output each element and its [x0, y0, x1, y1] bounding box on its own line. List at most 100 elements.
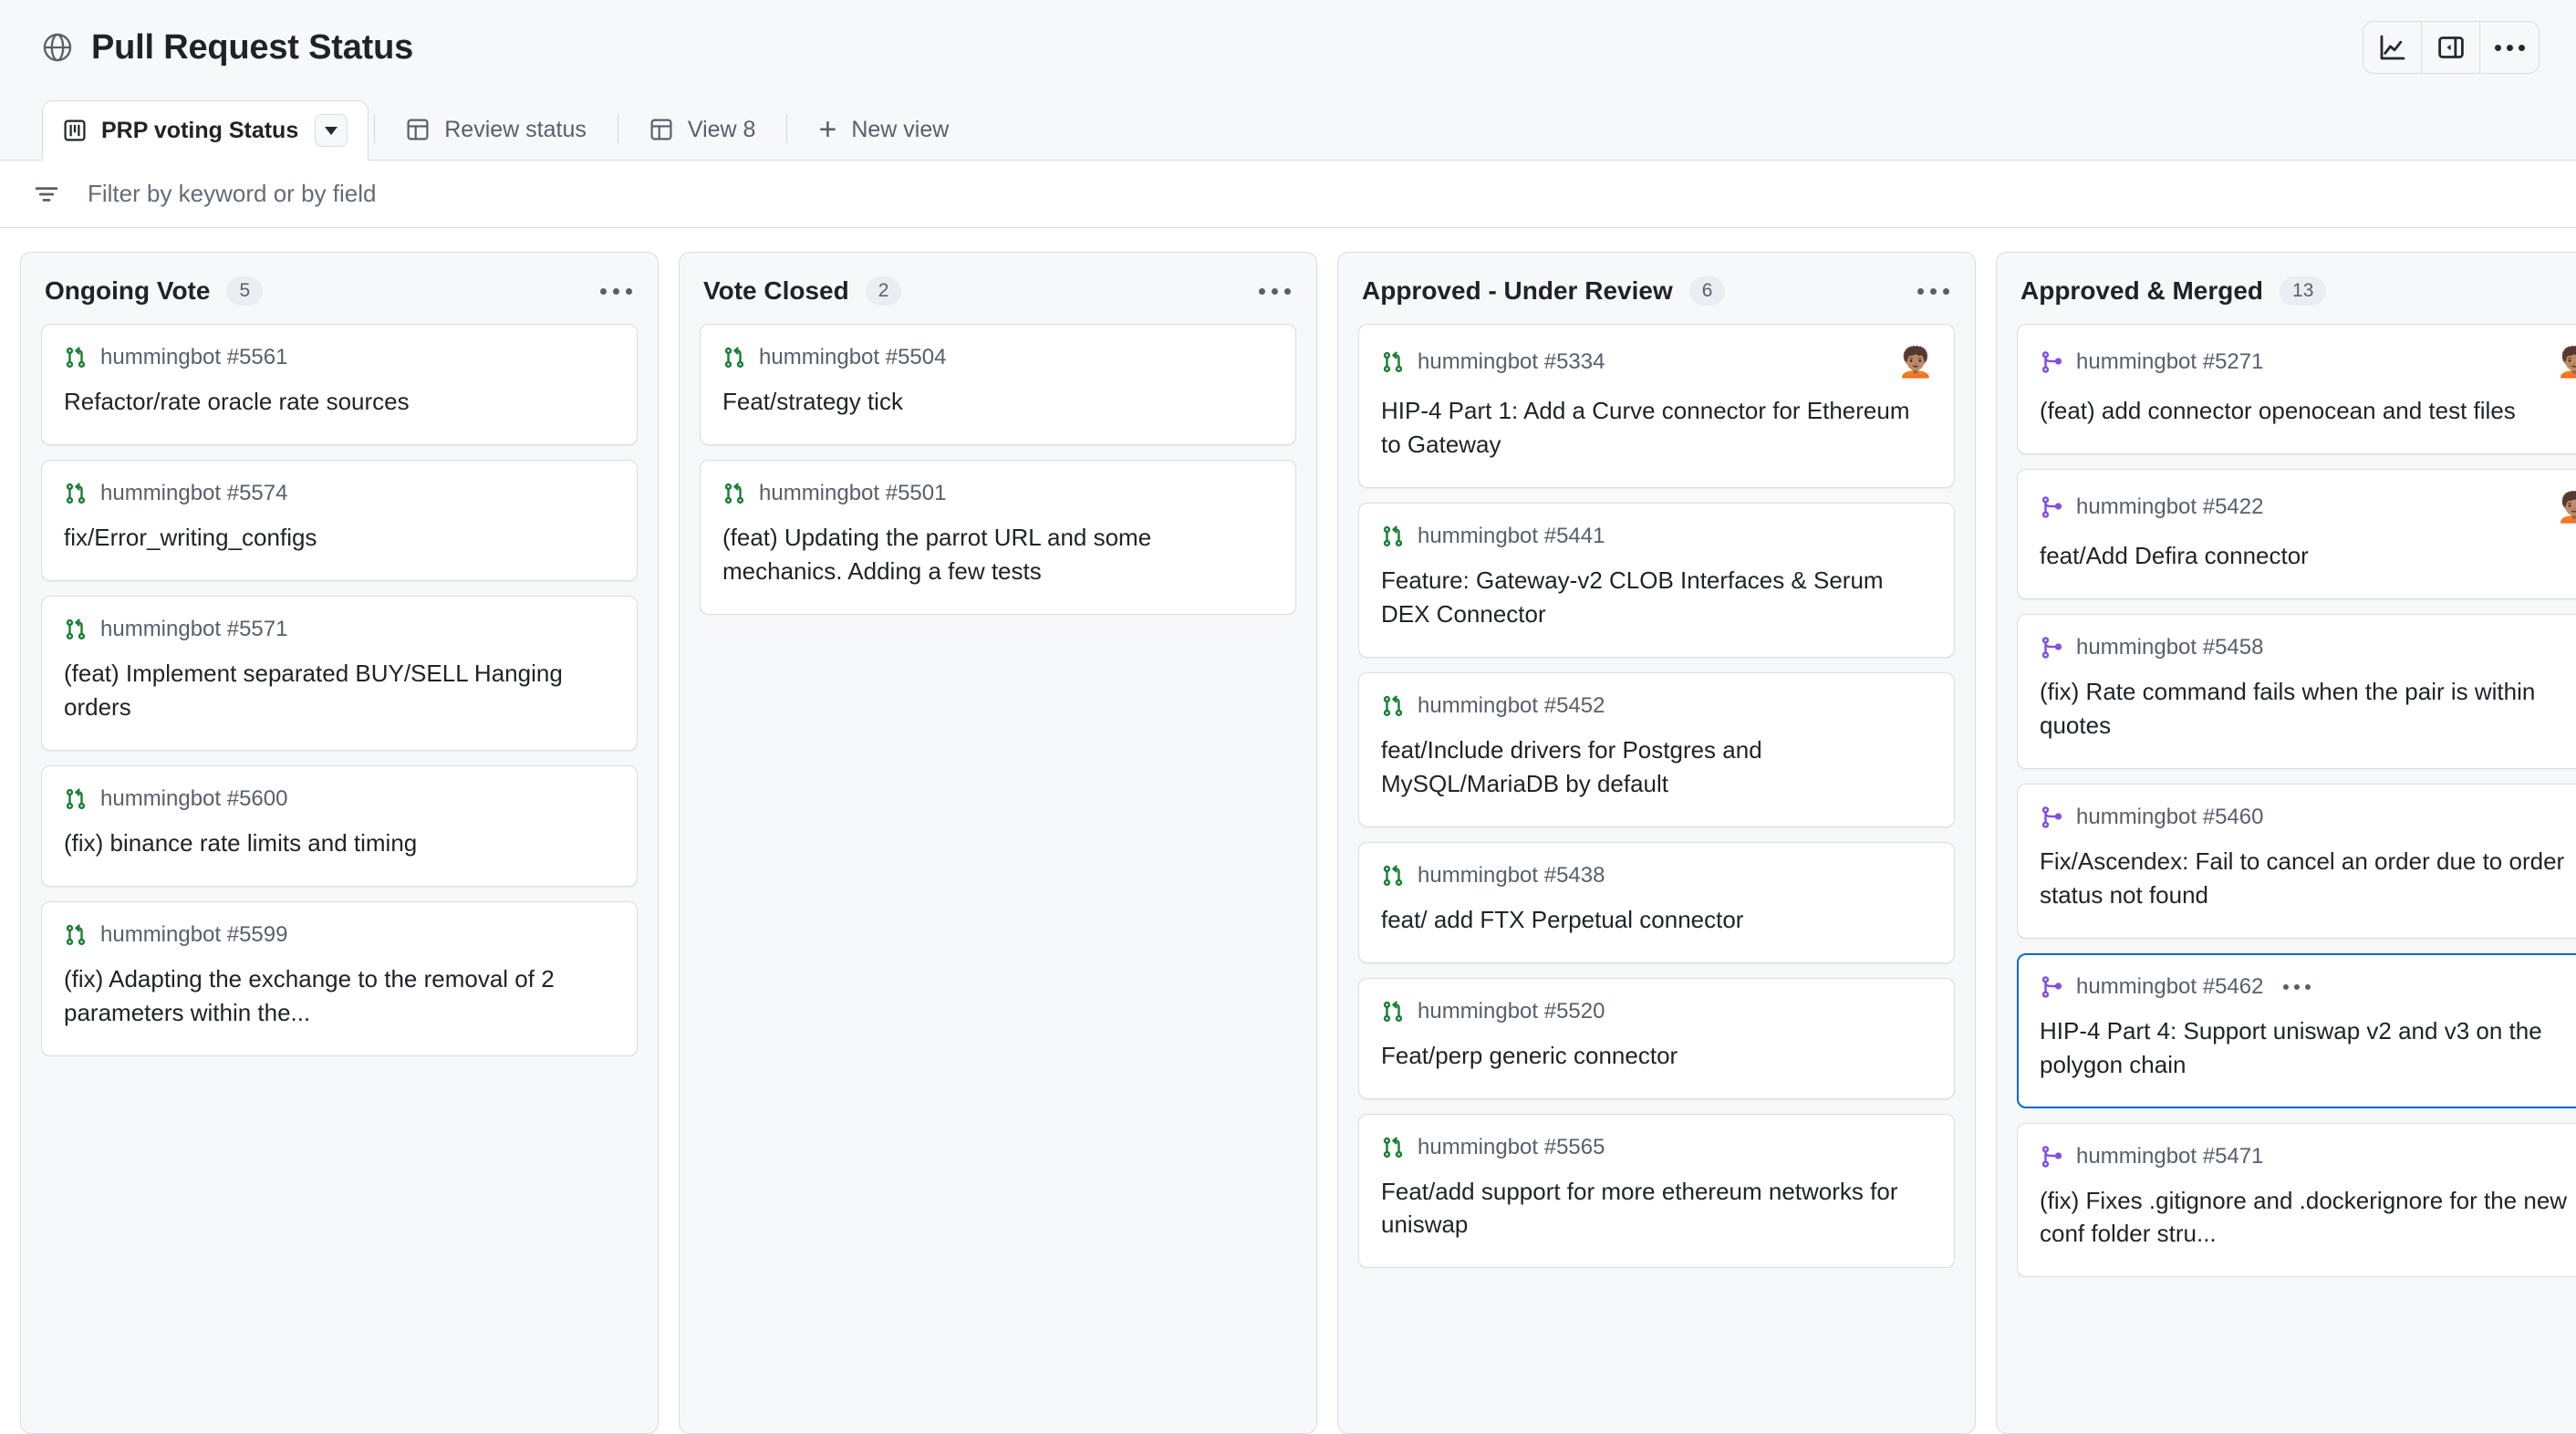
board-card[interactable]: hummingbot #5452 feat/Include drivers for… — [1358, 671, 1955, 827]
column-header: Approved - Under Review 6 — [1358, 271, 1955, 324]
card-title: Feature: Gateway-v2 CLOB Interfaces & Se… — [1381, 566, 1884, 628]
board-card[interactable]: hummingbot #5271 🧑🏽‍🦱 (feat) add connector… — [2017, 324, 2576, 455]
card-meta: hummingbot #5458 — [2040, 635, 2576, 660]
board-card[interactable]: hummingbot #5501 (feat) Updating the parr… — [700, 460, 1296, 615]
side-panel-icon — [2437, 34, 2465, 61]
board-card[interactable]: hummingbot #5438 feat/ add FTX Perpetual … — [1358, 841, 1955, 963]
git-pull-request-icon — [722, 346, 746, 369]
card-title: (feat) add connector openocean and test … — [2040, 397, 2516, 425]
project-board-icon — [63, 119, 87, 142]
chevron-down-icon — [325, 126, 338, 135]
card-title: (fix) Adapting the exchange to the remov… — [64, 964, 555, 1026]
board-card[interactable]: hummingbot #5520 Feat/perp generic connec… — [1358, 977, 1955, 1099]
top-bar: Pull Request Status — [0, 0, 2576, 95]
insights-button[interactable] — [2363, 22, 2422, 73]
git-pull-request-icon — [1381, 694, 1405, 718]
git-pull-request-icon — [1381, 1000, 1405, 1024]
card-meta: hummingbot #5504 — [722, 345, 1273, 370]
card-repo-ref: hummingbot #5565 — [1418, 1134, 1605, 1159]
card-title: HIP-4 Part 4: Support uniswap v2 and v3 … — [2040, 1016, 2542, 1078]
column-count-badge: 13 — [2280, 276, 2327, 307]
card-repo-ref: hummingbot #5520 — [1418, 998, 1605, 1024]
board-card[interactable]: hummingbot #5571 (feat) Implement separat… — [41, 596, 638, 751]
line-chart-icon — [2379, 34, 2406, 61]
column-card-list: hummingbot #5271 🧑🏽‍🦱 (feat) add connector… — [2017, 324, 2576, 1278]
card-repo-ref: hummingbot #5571 — [100, 617, 288, 642]
tab-review-status[interactable]: Review status — [380, 99, 612, 160]
column-header: Approved & Merged 13 — [2017, 271, 2576, 324]
card-meta: hummingbot #5438 — [1381, 863, 1932, 888]
avatar: 🧑🏽‍🦱 — [2556, 345, 2576, 379]
card-title: feat/Include drivers for Postgres and My… — [1381, 735, 1762, 797]
board-card[interactable]: hummingbot #5471 (fix) Fixes .gitignore a… — [2017, 1122, 2576, 1278]
tab-prp-voting-status[interactable]: PRP voting Status — [42, 100, 369, 161]
card-repo-ref: hummingbot #5501 — [759, 481, 947, 506]
card-meta: hummingbot #5571 — [64, 617, 615, 642]
board-card[interactable]: hummingbot #5460 Fix/Ascendex: Fail to ca… — [2017, 783, 2576, 939]
column-menu-button[interactable] — [1916, 283, 1951, 300]
board-card[interactable]: hummingbot #5334 🧑🏽‍🦱 HIP-4 Part 1: Add a … — [1358, 324, 1955, 489]
tab-view-8[interactable]: View 8 — [624, 99, 782, 160]
board-card[interactable]: hummingbot #5600 (fix) binance rate limit… — [41, 764, 638, 887]
card-repo-ref: hummingbot #5561 — [100, 345, 288, 370]
tab-label: PRP voting Status — [101, 117, 299, 143]
board-column: Ongoing Vote 5 hummingbot #5561 Refactor/ra… — [20, 252, 659, 1434]
tab-label: View 8 — [687, 116, 756, 142]
board-card[interactable]: hummingbot #5574 fix/Error_writing_config… — [41, 460, 638, 582]
board-card[interactable]: hummingbot #5462 HIP-4 Part 4: Support un… — [2017, 952, 2576, 1108]
card-repo-ref: hummingbot #5438 — [1418, 862, 1605, 888]
filter-input[interactable] — [88, 180, 909, 208]
board-card[interactable]: hummingbot #5561 Refactor/rate oracle rat… — [41, 324, 638, 446]
board-column: Approved & Merged 13 hummingbot #5271 🧑🏽‍🦱 (… — [1996, 252, 2576, 1434]
git-merge-icon — [2040, 636, 2063, 660]
card-title: (feat) Updating the parrot URL and some … — [722, 524, 1152, 586]
card-title: Feat/strategy tick — [722, 388, 903, 416]
card-title: (fix) binance rate limits and timing — [64, 828, 418, 857]
top-bar-button-group — [2363, 21, 2540, 74]
column-card-list: hummingbot #5504 Feat/strategy tick hummin… — [700, 324, 1296, 615]
card-repo-ref: hummingbot #5504 — [759, 345, 947, 370]
board-card[interactable]: hummingbot #5504 Feat/strategy tick — [700, 324, 1296, 446]
card-repo-ref: hummingbot #5462 — [2076, 973, 2264, 999]
column-menu-button[interactable] — [598, 283, 634, 300]
globe-icon — [42, 32, 73, 63]
card-menu-button[interactable] — [2283, 983, 2311, 990]
card-repo-ref: hummingbot #5460 — [2076, 804, 2264, 829]
filter-icon — [33, 181, 60, 208]
board-card[interactable]: hummingbot #5599 (fix) Adapting the excha… — [41, 900, 638, 1056]
board-card[interactable]: hummingbot #5458 (fix) Rate command fails… — [2017, 614, 2576, 769]
column-title: Approved - Under Review — [1362, 276, 1673, 306]
card-title: Feat/perp generic connector — [1381, 1041, 1678, 1069]
git-pull-request-icon — [64, 346, 88, 369]
toggle-side-panel-button[interactable] — [2422, 22, 2480, 73]
tab-divider — [374, 114, 376, 143]
card-title: Refactor/rate oracle rate sources — [64, 388, 410, 416]
board-card[interactable]: hummingbot #5441 Feature: Gateway-v2 CLOB… — [1358, 503, 1955, 658]
card-title: HIP-4 Part 1: Add a Curve connector for … — [1381, 397, 1910, 459]
card-meta: hummingbot #5441 — [1381, 524, 1932, 549]
card-meta: hummingbot #5271 🧑🏽‍🦱 — [2040, 345, 2576, 379]
card-repo-ref: hummingbot #5452 — [1418, 692, 1605, 718]
board-card[interactable]: hummingbot #5422 🧑🏽‍🦱 feat/Add Defira conn… — [2017, 469, 2576, 600]
board-card[interactable]: hummingbot #5565 Feat/add support for mor… — [1358, 1113, 1955, 1269]
new-view-button[interactable]: + New view — [793, 99, 974, 160]
tab-dropdown-button[interactable] — [315, 114, 348, 147]
card-repo-ref: hummingbot #5458 — [2076, 635, 2264, 660]
more-options-button[interactable] — [2480, 22, 2539, 73]
card-repo-ref: hummingbot #5600 — [100, 785, 288, 811]
git-pull-request-icon — [1381, 1136, 1405, 1159]
card-meta: hummingbot #5561 — [64, 345, 615, 370]
git-merge-icon — [2040, 805, 2063, 829]
card-repo-ref: hummingbot #5574 — [100, 481, 288, 506]
git-merge-icon — [2040, 1145, 2063, 1169]
card-meta: hummingbot #5574 — [64, 481, 615, 506]
card-meta: hummingbot #5600 — [64, 786, 615, 812]
table-icon — [649, 118, 673, 141]
column-card-list: hummingbot #5334 🧑🏽‍🦱 HIP-4 Part 1: Add a … — [1358, 324, 1955, 1269]
column-header: Ongoing Vote 5 — [41, 271, 638, 324]
card-meta: hummingbot #5422 🧑🏽‍🦱 — [2040, 490, 2576, 525]
column-menu-button[interactable] — [1257, 283, 1293, 300]
new-view-label: New view — [851, 116, 950, 142]
column-title: Ongoing Vote — [45, 276, 211, 306]
card-title: fix/Error_writing_configs — [64, 524, 317, 552]
